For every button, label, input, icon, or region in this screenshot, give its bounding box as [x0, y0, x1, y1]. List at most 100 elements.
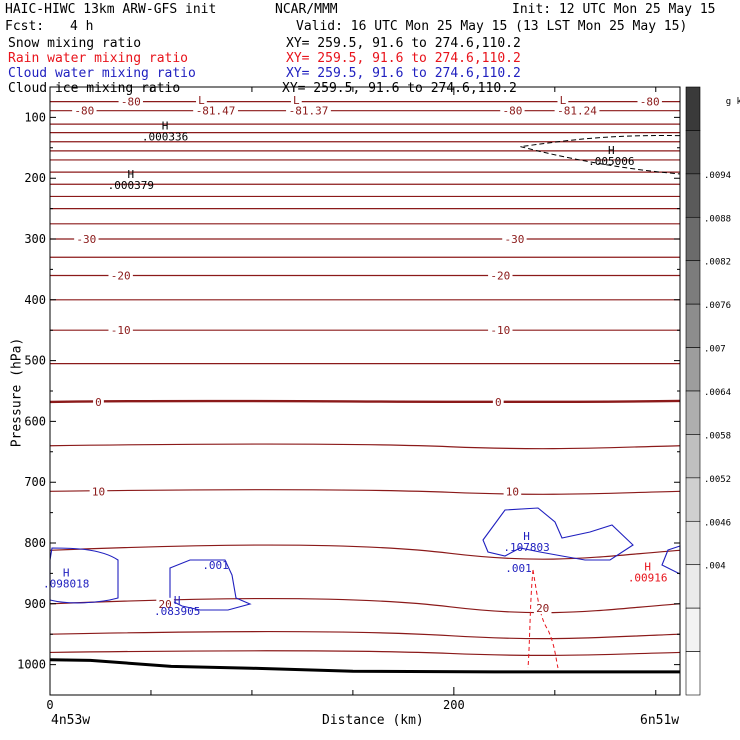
- isotherm-label: -10: [490, 324, 510, 337]
- cloud-water-contour: [49, 547, 119, 604]
- field-name-rain: Rain water mixing ratio: [8, 51, 189, 66]
- rain-water-contour: [527, 569, 534, 669]
- colorbar-swatch: [685, 607, 701, 652]
- isotherm-label: -20: [490, 269, 510, 282]
- isotherm-label-bg: [290, 93, 302, 106]
- colorbar-swatch: [685, 564, 701, 609]
- y-axis-label: Pressure (hPa): [9, 337, 25, 448]
- isotherm-label-bg: [502, 233, 527, 245]
- right-endpoint-label: 6n51w: [640, 713, 680, 728]
- extremum-marker: H: [523, 530, 530, 543]
- isotherm-label-bg: [108, 324, 133, 337]
- contour-label: .001: [202, 559, 229, 572]
- isotherm-label-bg: [500, 104, 525, 117]
- cloud-water-contour: [169, 559, 252, 611]
- isotherm-line: [49, 443, 681, 450]
- cloud-water-contour: [482, 507, 634, 561]
- colorbar-swatch: [685, 86, 701, 131]
- isotherm-label: 0: [95, 396, 102, 409]
- org-label: NCAR/MMM: [275, 2, 338, 17]
- isotherm-label: L: [198, 94, 205, 107]
- isotherm-label-bg: [637, 95, 662, 108]
- isotherm-label-bg: [533, 602, 552, 615]
- colorbar-unit: g kg-1: [704, 86, 740, 116]
- isotherm-label-bg: [156, 597, 174, 610]
- isotherm-label-bg: [557, 93, 569, 106]
- isotherm-label: 20: [536, 602, 549, 615]
- colorbar-swatch: [685, 477, 701, 522]
- colorbar-swatch: [685, 216, 701, 262]
- isotherm-label-bg: [503, 485, 522, 498]
- isotherm-label: -20: [111, 269, 131, 282]
- colorbar-swatch: [685, 347, 701, 392]
- contour-label: .001: [505, 562, 532, 575]
- isotherm-line: [49, 650, 681, 657]
- isotherm-label: -80: [121, 96, 141, 109]
- plot-frame: [49, 86, 681, 696]
- x-axis-label: Distance (km): [322, 713, 424, 728]
- isotherm-label: 0: [495, 396, 502, 409]
- isotherm-label-bg: [488, 324, 513, 337]
- cloud-ice-contour: [520, 135, 681, 175]
- extremum-marker: H: [162, 120, 169, 133]
- extremum-value: .083905: [154, 605, 200, 618]
- isotherm-label-bg: [554, 104, 600, 117]
- isotherm-label: -80: [502, 105, 522, 118]
- y-tick-label: 100: [24, 110, 46, 124]
- colorbar-label: .0088: [704, 214, 731, 224]
- isotherm-label-bg: [72, 104, 97, 117]
- colorbar-swatch: [685, 390, 701, 435]
- y-tick-label: 900: [24, 597, 46, 611]
- isotherm-label: -30: [76, 233, 96, 246]
- extremum-value: .000379: [108, 179, 154, 192]
- colorbar-label: .0094: [704, 171, 731, 181]
- colorbar-label: .0046: [704, 518, 731, 528]
- valid-time: Valid: 16 UTC Mon 25 May 15 (13 LST Mon …: [296, 19, 688, 34]
- isotherm-label: L: [293, 94, 300, 107]
- isotherm-label: -81.37: [289, 105, 329, 118]
- isotherm-label-bg: [492, 395, 504, 408]
- model-title: HAIC-HIWC 13km ARW-GFS init: [5, 2, 217, 17]
- extremum-marker: H: [174, 594, 181, 607]
- left-endpoint-label: 4n53w: [51, 713, 91, 728]
- colorbar-swatch: [685, 651, 701, 696]
- terrain-surface-line: [49, 658, 680, 674]
- colorbar-swatch: [685, 130, 701, 175]
- isotherm-label: 10: [92, 485, 105, 498]
- colorbar-label: .004: [704, 562, 726, 572]
- extremum-value: .005006: [588, 155, 634, 168]
- forecast-label: Fcst:: [5, 19, 45, 34]
- extremum-marker: H: [644, 560, 651, 573]
- isotherm-label-bg: [118, 95, 143, 108]
- isotherm-label-bg: [93, 395, 104, 408]
- isotherm-label-bg: [286, 104, 331, 117]
- isotherm-label: -30: [504, 233, 524, 246]
- colorbar-swatch: [685, 303, 701, 348]
- y-tick-label: 800: [24, 536, 46, 550]
- isotherm-line: [49, 544, 681, 560]
- extremum-value: .107803: [503, 541, 549, 554]
- rain-water-contour: [532, 569, 559, 669]
- y-tick-label: 300: [24, 232, 46, 246]
- x-tick-label: 0: [46, 698, 53, 712]
- isotherm-label: -80: [74, 105, 94, 118]
- colorbar-label: .0058: [704, 431, 731, 441]
- colorbar-swatch: [685, 260, 701, 305]
- field-name-snow: Snow mixing ratio: [8, 36, 142, 51]
- isotherm-label-bg: [108, 269, 133, 282]
- field-xy-rain: XY= 259.5, 91.6 to 274.6,110.2: [286, 51, 521, 66]
- freezing-level-line: [49, 399, 681, 404]
- isotherm-label: L: [560, 94, 567, 107]
- y-tick-label: 200: [24, 171, 46, 185]
- colorbar-label: .007: [704, 345, 726, 355]
- isotherm-label: -81.47: [196, 105, 236, 118]
- field-xy-cloud-water: XY= 259.5, 91.6 to 274.6,110.2: [286, 66, 521, 81]
- isotherm-label: 10: [506, 485, 519, 498]
- y-tick-label: 500: [24, 354, 46, 368]
- y-tick-label: 400: [24, 293, 46, 307]
- isotherm-label-bg: [74, 233, 99, 245]
- isotherm-label: -80: [640, 96, 660, 109]
- isotherm-label: -10: [111, 324, 131, 337]
- colorbar-swatch: [685, 434, 701, 479]
